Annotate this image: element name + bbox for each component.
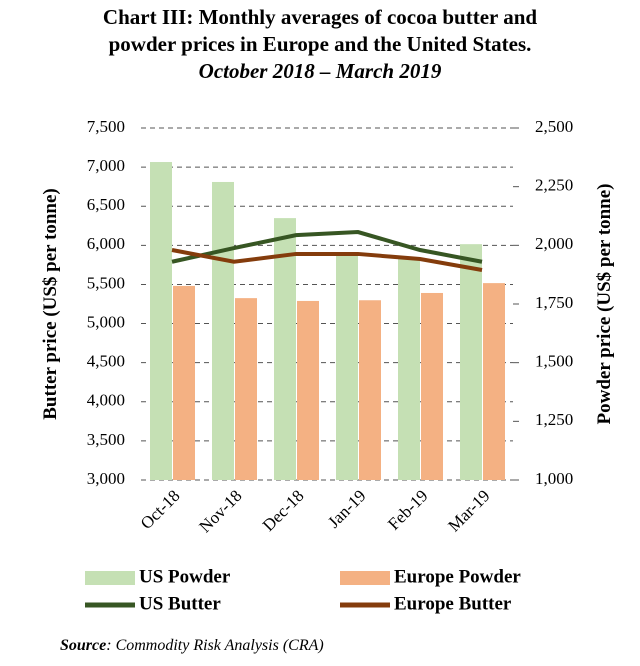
y2-tick-label: 1,000: [535, 469, 573, 488]
y-tick-label: 6,000: [87, 234, 125, 253]
y2-tick-label: 1,250: [535, 410, 573, 429]
source: Source: Commodity Risk Analysis (CRA): [60, 637, 324, 654]
line: [171, 230, 483, 264]
x-tick-label: Jan-19: [324, 486, 369, 531]
bar: [460, 244, 482, 480]
y-axis-title: Butter price (US$ per tonne): [40, 188, 61, 420]
legend-label: Europe Powder: [394, 566, 521, 587]
legend-label: US Butter: [139, 593, 221, 614]
bar: [359, 300, 381, 480]
bar: [421, 292, 443, 480]
bar: [483, 283, 505, 480]
bar: [297, 300, 319, 480]
legend-swatch: [85, 571, 135, 585]
y-tick-label: 6,500: [87, 195, 125, 214]
chart-subtitle: October 2018 – March 2019: [199, 59, 442, 83]
y2-axis-title: Powder price (US$ per tonne): [594, 184, 615, 425]
y2-tick-label: 1,750: [535, 293, 573, 312]
bar: [398, 257, 420, 480]
bar: [173, 285, 195, 480]
legend-label: Europe Butter: [394, 593, 512, 614]
y2-tick-label: 2,000: [535, 234, 573, 253]
legend-swatch: [340, 571, 390, 585]
bar: [212, 181, 234, 480]
chart-title: Chart III: Monthly averages of cocoa but…: [103, 5, 537, 29]
y-tick-label: 4,000: [87, 391, 125, 410]
chart-title: powder prices in Europe and the United S…: [109, 32, 532, 56]
bar: [274, 218, 296, 480]
x-tick-label: Oct-18: [137, 486, 184, 533]
x-tick-label: Nov-18: [195, 486, 245, 536]
line: [171, 248, 483, 272]
legend-label: US Powder: [139, 566, 231, 587]
y-tick-label: 3,000: [87, 469, 125, 488]
y2-tick-label: 1,500: [535, 352, 573, 371]
y-tick-label: 3,500: [87, 430, 125, 449]
x-tick-label: Dec-18: [259, 486, 308, 535]
bar: [235, 298, 257, 480]
source-label: Source: [60, 637, 106, 654]
y-tick-label: 5,000: [87, 312, 125, 331]
y2-tick-label: 2,500: [535, 117, 573, 136]
y2-tick-label: 2,250: [535, 176, 573, 195]
x-tick-label: Feb-19: [384, 486, 431, 533]
bar: [150, 162, 172, 480]
x-tick-label: Mar-19: [444, 486, 493, 535]
source-text: : Commodity Risk Analysis (CRA): [106, 637, 323, 654]
bar: [336, 255, 358, 480]
y-tick-label: 7,500: [87, 117, 125, 136]
y-tick-label: 5,500: [87, 273, 125, 292]
y-tick-label: 4,500: [87, 352, 125, 371]
y-tick-label: 7,000: [87, 156, 125, 175]
